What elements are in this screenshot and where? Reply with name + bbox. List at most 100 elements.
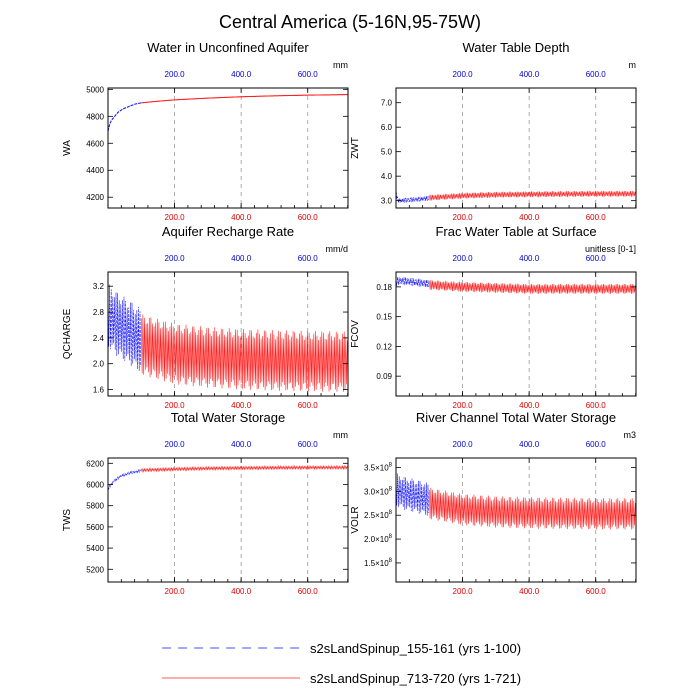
- y-tick-label: 4600: [86, 139, 104, 148]
- y-tick-label-text: 6200: [86, 459, 104, 468]
- panel-title: Frac Water Table at Surface: [435, 224, 596, 239]
- y-tick-label-text: 1.6: [93, 386, 105, 395]
- y-axis-label: TWS: [62, 509, 73, 532]
- y-tick-label-text: 3.0×10: [364, 487, 389, 496]
- y-tick-label-text: 3.0: [381, 197, 393, 206]
- y-tick-label: 5800: [86, 502, 104, 511]
- y-tick-label-text: 0.12: [376, 342, 392, 351]
- bottom-x-tick-label: 400.0: [231, 401, 252, 410]
- bottom-x-tick-label: 600.0: [298, 213, 319, 222]
- plot-frame: [107, 87, 349, 209]
- y-tick-label-text: 5800: [86, 502, 104, 511]
- series-line-late: [141, 94, 348, 104]
- y-tick-label-text: 4400: [86, 166, 104, 175]
- y-tick-label-text: 4.0: [381, 172, 393, 181]
- chart-panel-1: Water in Unconfined Aquifer mm WA 4200 4400 4…: [62, 40, 349, 222]
- y-tick-label-text: 2.4: [93, 334, 105, 343]
- bottom-x-tick-label: 600.0: [586, 587, 607, 596]
- y-tick-label: 5200: [86, 565, 104, 574]
- bottom-x-tick-label: 400.0: [231, 587, 252, 596]
- y-tick-label-text: 4600: [86, 139, 104, 148]
- top-x-tick-label: 200.0: [165, 254, 186, 263]
- y-tick-label-text: 2.0: [93, 360, 105, 369]
- units-label: m3: [623, 430, 636, 440]
- y-tick-label-text: 5000: [86, 85, 104, 94]
- bottom-x-tick-label: 200.0: [453, 587, 474, 596]
- chart-panel-6: River Channel Total Water Storage m3 VOLR 1…: [350, 410, 637, 596]
- y-tick-label-text: 2.0×10: [364, 535, 389, 544]
- y-tick-label: 0.09: [376, 372, 392, 381]
- y-tick-label: 4800: [86, 112, 104, 121]
- chart-panel-3: Aquifer Recharge Rate mm/d QCHARGE 1.6 2.0 2.…: [62, 224, 349, 410]
- bottom-x-tick-label: 200.0: [453, 401, 474, 410]
- y-tick-exponent: 8: [389, 463, 393, 469]
- y-tick-label-text: 7.0: [381, 99, 393, 108]
- y-tick-label: 2.0×108: [364, 534, 393, 544]
- panels-group: Water in Unconfined Aquifer mm WA 4200 4400 4…: [62, 40, 637, 596]
- y-tick-label: 6200: [86, 459, 104, 468]
- y-tick-label-text: 4800: [86, 112, 104, 121]
- top-x-tick-label: 400.0: [231, 440, 252, 449]
- y-axis-label: QCHARGE: [62, 308, 73, 359]
- chart-panel-4: Frac Water Table at Surface unitless [0-1…: [350, 224, 637, 410]
- bottom-x-tick-label: 600.0: [298, 587, 319, 596]
- y-tick-label-text: 3.2: [93, 282, 105, 291]
- bottom-x-tick-label: 600.0: [586, 401, 607, 410]
- panel-title: River Channel Total Water Storage: [416, 410, 616, 425]
- top-x-tick-label: 200.0: [453, 440, 474, 449]
- y-tick-label: 3.0×108: [364, 486, 393, 496]
- panel-title: Water Table Depth: [463, 40, 570, 55]
- y-tick-label: 4400: [86, 166, 104, 175]
- chart-panel-2: Water Table Depth m ZWT 3.0 4.0 5.0 6.0 7.0 200.…: [350, 40, 637, 222]
- units-label: mm/d: [326, 244, 349, 254]
- y-tick-exponent: 8: [389, 534, 393, 540]
- y-tick-label: 0.12: [376, 342, 392, 351]
- top-x-tick-label: 600.0: [586, 70, 607, 79]
- y-tick-label-text: 0.09: [376, 372, 392, 381]
- units-label: mm: [333, 430, 348, 440]
- bottom-x-tick-label: 400.0: [519, 213, 540, 222]
- legend-label-2: s2sLandSpinup_713-720 (yrs 1-721): [310, 671, 521, 686]
- y-tick-label-text: 5200: [86, 565, 104, 574]
- y-tick-label: 2.4: [93, 334, 105, 343]
- y-tick-label: 2.0: [93, 360, 105, 369]
- units-label: m: [629, 60, 637, 70]
- top-x-tick-label: 400.0: [231, 254, 252, 263]
- y-tick-label-text: 2.5×10: [364, 511, 389, 520]
- y-axis-label: FCOV: [350, 320, 361, 348]
- top-x-tick-label: 400.0: [231, 70, 252, 79]
- y-tick-label: 2.5×108: [364, 510, 393, 520]
- y-axis-label: ZWT: [350, 137, 361, 159]
- top-x-tick-label: 200.0: [165, 70, 186, 79]
- y-tick-label: 5.0: [381, 148, 393, 157]
- top-x-tick-label: 600.0: [298, 440, 319, 449]
- y-tick-exponent: 8: [389, 558, 393, 564]
- panel-title: Water in Unconfined Aquifer: [147, 40, 309, 55]
- y-tick-label-text: 6.0: [381, 123, 393, 132]
- y-tick-label: 4.0: [381, 172, 393, 181]
- y-tick-label-text: 4200: [86, 193, 104, 202]
- y-tick-label: 1.5×108: [364, 558, 393, 568]
- top-x-tick-label: 400.0: [519, 440, 540, 449]
- y-tick-label: 3.0: [381, 197, 393, 206]
- y-tick-exponent: 8: [389, 486, 393, 492]
- y-tick-label: 3.2: [93, 282, 105, 291]
- y-tick-label: 4200: [86, 193, 104, 202]
- top-x-tick-label: 600.0: [298, 70, 319, 79]
- plot-frame: [395, 87, 637, 209]
- y-tick-label: 5000: [86, 85, 104, 94]
- panel-title: Aquifer Recharge Rate: [162, 224, 294, 239]
- top-x-tick-label: 400.0: [519, 254, 540, 263]
- y-tick-label-text: 1.5×10: [364, 559, 389, 568]
- y-tick-label-text: 0.18: [376, 283, 392, 292]
- y-tick-label: 2.8: [93, 308, 105, 317]
- series-line-early: [107, 468, 142, 490]
- units-label: unitless [0-1]: [585, 244, 636, 254]
- top-x-tick-label: 600.0: [586, 254, 607, 263]
- bottom-x-tick-label: 200.0: [165, 401, 186, 410]
- y-tick-label: 1.6: [93, 386, 105, 395]
- series-line-late: [429, 487, 636, 530]
- legend-label-1: s2sLandSpinup_155-161 (yrs 1-100): [310, 641, 521, 656]
- y-tick-label: 5400: [86, 544, 104, 553]
